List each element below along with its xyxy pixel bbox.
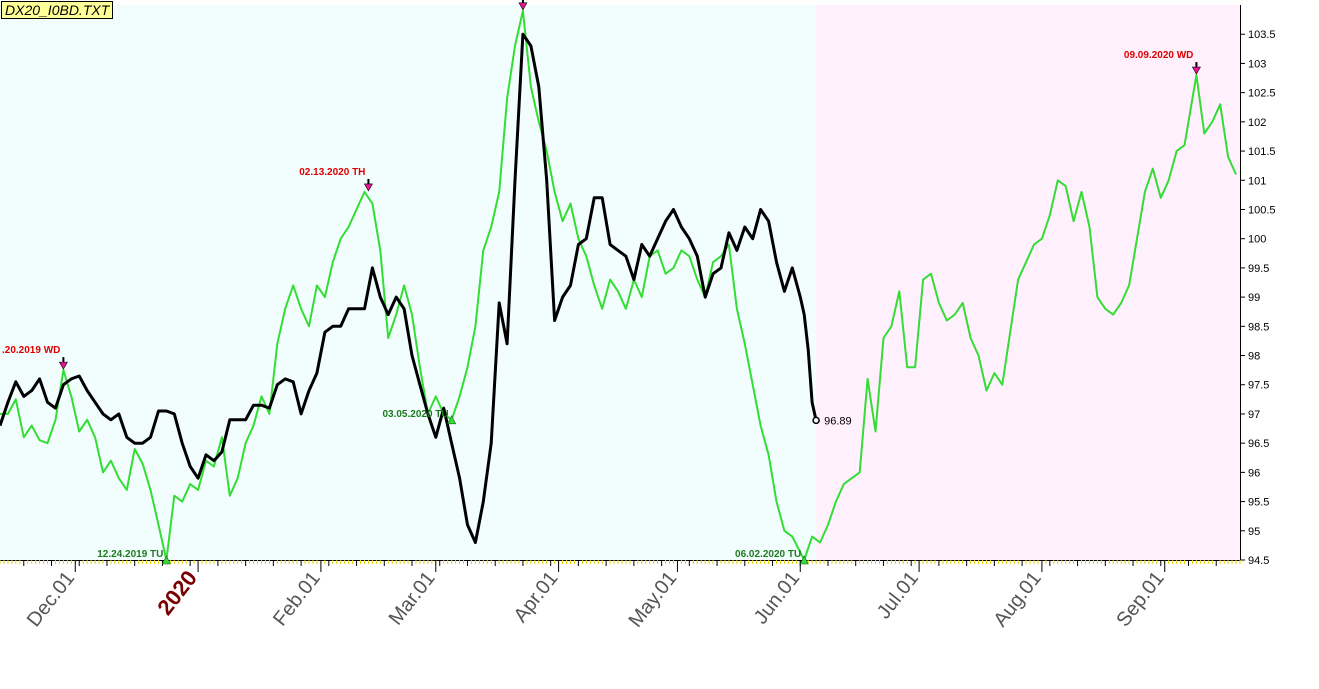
last-value-label: 96.89 <box>824 415 852 427</box>
x-tick-label: Jun.01 <box>750 568 804 629</box>
shaded-region-0 <box>0 5 817 560</box>
y-tick-label: 100 <box>1248 234 1266 246</box>
x-tick-label: Feb.01 <box>269 568 325 631</box>
low-marker-arrow <box>799 555 809 565</box>
high-annotation: .20.2019 WD <box>2 345 60 356</box>
low-annotation: 12.24.2019 TU <box>97 549 163 560</box>
actual-line <box>0 32 818 544</box>
last-value-marker <box>812 416 820 425</box>
y-tick-label: 97 <box>1248 409 1260 421</box>
y-tick-label: 95.5 <box>1248 497 1269 509</box>
low-annotation: 06.02.2020 TU <box>735 549 801 560</box>
y-tick-label: 97.5 <box>1248 380 1269 392</box>
x-tick-label: Aug.01 <box>989 568 1045 631</box>
file-title: DX20_I0BD.TXT <box>1 1 114 19</box>
high-marker-stem <box>62 357 65 364</box>
x-tick-label: Sep.01 <box>1112 568 1168 631</box>
high-annotation: 02.13.2020 TH <box>299 167 365 178</box>
low-annotation: 03.05.2020 TU <box>382 409 448 420</box>
y-tick-label: 95 <box>1248 526 1260 538</box>
y-tick-label: 103.5 <box>1248 29 1276 41</box>
y-tick-label: 98 <box>1248 351 1260 363</box>
y-tick-label: 98.5 <box>1248 321 1269 333</box>
x-tick-label: 2020 <box>152 566 202 620</box>
y-tick-label: 94.5 <box>1248 555 1269 567</box>
y-tick-label: 99 <box>1248 292 1260 304</box>
low-marker-arrow <box>161 555 171 565</box>
high-marker-stem <box>1195 62 1198 69</box>
low-marker-arrow <box>447 415 457 425</box>
x-tick-label: Jul.01 <box>873 568 923 624</box>
y-tick-label: 102.5 <box>1248 88 1276 100</box>
x-tick-label: Dec.01 <box>23 568 79 631</box>
x-tick-label: Mar.01 <box>385 568 440 630</box>
y-tick-label: 103 <box>1248 58 1266 70</box>
high-marker-arrow <box>1191 66 1201 75</box>
projection-line <box>0 9 1237 561</box>
y-tick-label: 102 <box>1248 117 1266 129</box>
y-tick-label: 96.5 <box>1248 438 1269 450</box>
shaded-region-1 <box>816 5 1240 560</box>
high-annotation: 09.09.2020 WD <box>1124 50 1194 61</box>
y-tick-label: 96 <box>1248 467 1260 479</box>
y-tick-label: 99.5 <box>1248 263 1269 275</box>
high-marker-stem <box>521 0 524 4</box>
high-marker-arrow <box>518 2 528 11</box>
x-tick-label: Apr.01 <box>510 568 563 627</box>
y-tick-label: 100.5 <box>1248 204 1276 216</box>
y-tick-label: 101.5 <box>1248 146 1276 158</box>
high-marker-arrow <box>363 183 373 192</box>
y-tick-label: 101 <box>1248 175 1266 187</box>
high-marker-stem <box>367 178 370 185</box>
x-tick-label: May.01 <box>625 568 682 632</box>
high-marker-arrow <box>58 361 68 370</box>
